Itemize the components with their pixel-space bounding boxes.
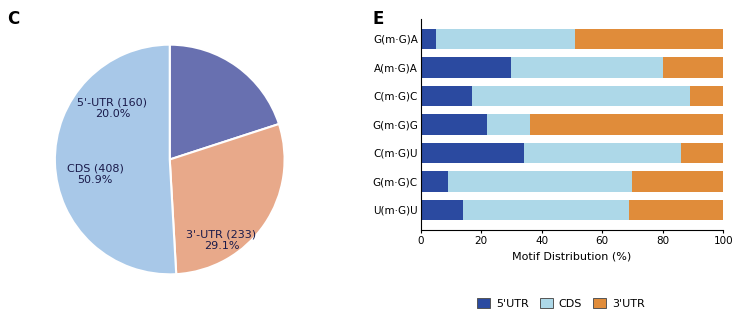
X-axis label: Motif Distribution (%): Motif Distribution (%): [512, 251, 632, 262]
Bar: [435, 29, 575, 49]
Bar: [472, 86, 690, 106]
Bar: [690, 86, 723, 106]
Text: CDS (408)
50.9%: CDS (408) 50.9%: [66, 163, 123, 185]
Bar: [681, 143, 723, 163]
Bar: [448, 171, 632, 192]
Bar: [523, 143, 681, 163]
Bar: [511, 57, 663, 78]
Bar: [463, 200, 630, 220]
Text: 3'-UTR (233)
29.1%: 3'-UTR (233) 29.1%: [187, 229, 257, 251]
Bar: [421, 200, 463, 220]
Bar: [575, 29, 723, 49]
Bar: [421, 57, 511, 78]
Bar: [487, 114, 530, 135]
Bar: [421, 86, 472, 106]
Wedge shape: [170, 45, 279, 160]
Bar: [421, 29, 435, 49]
Bar: [663, 57, 723, 78]
Wedge shape: [170, 124, 285, 274]
Wedge shape: [55, 45, 176, 274]
Text: 5'-UTR (160)
20.0%: 5'-UTR (160) 20.0%: [77, 97, 148, 119]
Bar: [632, 171, 723, 192]
Text: E: E: [373, 10, 384, 27]
Bar: [530, 114, 723, 135]
Text: C: C: [7, 10, 20, 27]
Bar: [630, 200, 723, 220]
Bar: [421, 143, 523, 163]
Legend: 5'UTR, CDS, 3'UTR: 5'UTR, CDS, 3'UTR: [472, 294, 649, 314]
Bar: [421, 171, 448, 192]
Bar: [421, 114, 487, 135]
